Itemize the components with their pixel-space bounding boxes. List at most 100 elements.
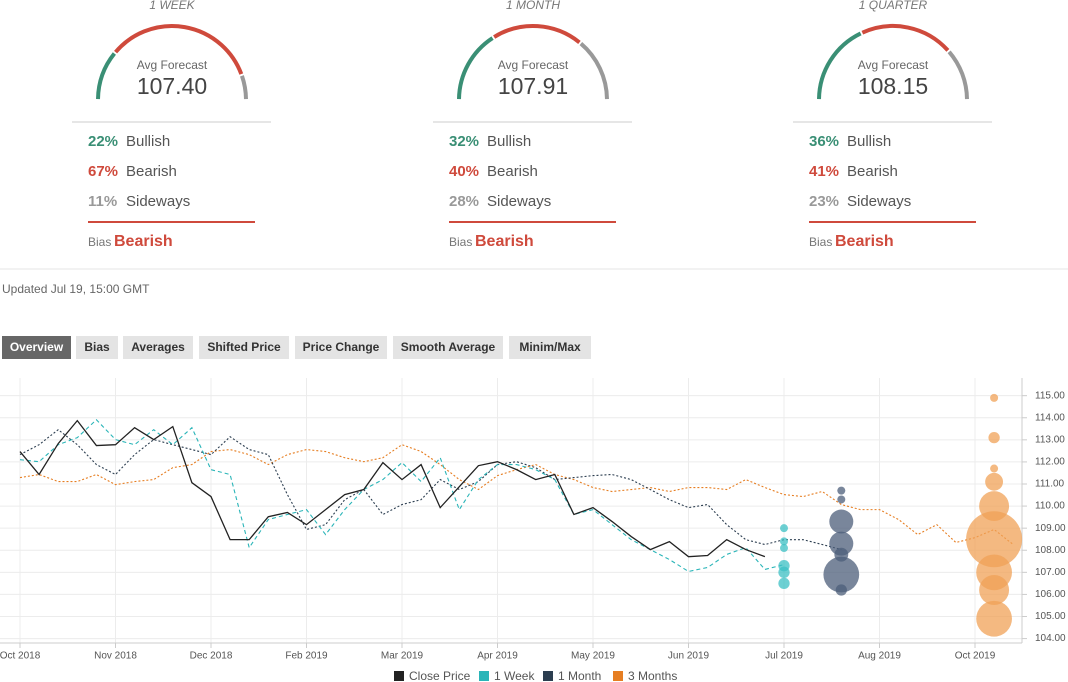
tab-label[interactable]: Overview xyxy=(10,340,64,354)
legend-label: 1 Month xyxy=(558,669,601,682)
x-tick-label: Aug 2019 xyxy=(858,651,901,662)
legend-swatch xyxy=(394,671,404,681)
period: 1 QUARTER xyxy=(859,0,928,12)
bias-value: Bearish xyxy=(475,233,534,250)
avg-value: 107.40 xyxy=(137,73,207,99)
legend-swatch xyxy=(543,671,553,681)
row-label: Bullish xyxy=(126,133,170,150)
series-line xyxy=(19,419,766,558)
legend-label: Close Price xyxy=(409,669,471,682)
tab-bg xyxy=(2,336,71,359)
pct: 32% xyxy=(449,133,479,150)
x-tick-label: Jul 2019 xyxy=(765,651,803,662)
gauge-segment xyxy=(114,24,244,75)
gauge-segment xyxy=(817,31,862,100)
pct: 23% xyxy=(809,193,839,210)
tab-label[interactable]: Price Change xyxy=(303,340,380,354)
bubble xyxy=(837,495,846,504)
bubble xyxy=(837,486,846,495)
series-line xyxy=(19,418,785,573)
row-label: Bearish xyxy=(847,163,898,180)
pct: 22% xyxy=(88,133,118,150)
gauge-segment xyxy=(493,24,581,44)
tab-bg xyxy=(393,336,503,359)
bias-label: Bias xyxy=(809,235,832,249)
plot-area xyxy=(0,378,1022,643)
gauge-segment xyxy=(240,75,248,100)
tab-label[interactable]: Smooth Average xyxy=(401,340,496,354)
bubble xyxy=(990,464,999,473)
pct: 41% xyxy=(809,163,839,180)
legend-label: 3 Months xyxy=(628,669,677,682)
row-label: Bullish xyxy=(487,133,531,150)
bias-label: Bias xyxy=(88,235,111,249)
x-tick-label: Mar 2019 xyxy=(381,651,424,662)
gauge-segment xyxy=(861,24,950,52)
tab-bg xyxy=(199,336,289,359)
bubble xyxy=(990,393,999,402)
updated: Updated Jul 19, 15:00 GMT xyxy=(2,282,150,296)
tab[interactable]: Price Change xyxy=(295,336,387,359)
gauge-segment xyxy=(96,52,116,100)
bubble xyxy=(829,531,854,556)
tab-bg xyxy=(76,336,118,359)
tab[interactable]: Bias xyxy=(76,336,118,359)
bubble xyxy=(778,577,790,590)
y-tick-label: 107.00 xyxy=(1035,567,1066,578)
x-tick-label: Jun 2019 xyxy=(668,651,710,662)
bias-value: Bearish xyxy=(835,233,894,250)
avg-value: 107.91 xyxy=(498,73,568,99)
avg-value: 108.15 xyxy=(858,73,928,99)
legend-swatch xyxy=(479,671,489,681)
y-tick-label: 110.00 xyxy=(1035,501,1065,512)
tab-label[interactable]: Shifted Price xyxy=(207,340,281,354)
y-tick-label: 106.00 xyxy=(1035,589,1066,600)
bubble xyxy=(780,544,788,553)
bubble xyxy=(985,472,1004,491)
x-tick-label: Apr 2019 xyxy=(477,651,518,662)
row-label: Bullish xyxy=(847,133,891,150)
pct: 28% xyxy=(449,193,479,210)
tab[interactable]: Averages xyxy=(123,336,193,359)
pct: 36% xyxy=(809,133,839,150)
bubble xyxy=(976,600,1012,637)
bubble xyxy=(835,584,847,596)
bubble xyxy=(979,575,1010,605)
bubble xyxy=(829,509,854,534)
legend-swatch xyxy=(613,671,623,681)
bias-label: Bias xyxy=(449,235,472,249)
period: 1 MONTH xyxy=(506,0,560,12)
tab[interactable]: Smooth Average xyxy=(393,336,503,359)
x-tick-label: Feb 2019 xyxy=(285,651,328,662)
row-label: Bearish xyxy=(126,163,177,180)
tab[interactable]: Minim/Max xyxy=(509,336,591,359)
bubble xyxy=(778,566,790,578)
y-tick-label: 113.00 xyxy=(1035,434,1065,445)
x-tick-label: Oct 2018 xyxy=(0,651,41,662)
pct: 67% xyxy=(88,163,118,180)
y-tick-label: 115.00 xyxy=(1035,390,1065,401)
gauge-segment xyxy=(579,42,609,100)
tab-label[interactable]: Minim/Max xyxy=(519,340,581,354)
row-label: Sideways xyxy=(487,193,551,210)
legend-label: 1 Week xyxy=(494,669,535,682)
y-tick-label: 114.00 xyxy=(1035,412,1065,423)
y-tick-label: 104.00 xyxy=(1035,633,1066,644)
bubble xyxy=(823,556,860,593)
avg-label: Avg Forecast xyxy=(137,58,208,72)
y-tick-label: 109.00 xyxy=(1035,523,1066,534)
pct: 11% xyxy=(88,193,117,210)
x-tick-label: May 2019 xyxy=(571,651,615,662)
y-tick-label: 105.00 xyxy=(1035,611,1066,622)
tab[interactable]: Shifted Price xyxy=(199,336,289,359)
x-tick-label: Nov 2018 xyxy=(94,651,137,662)
tab[interactable]: Overview xyxy=(2,336,71,359)
tab-label[interactable]: Bias xyxy=(84,340,110,354)
row-label: Sideways xyxy=(847,193,911,210)
tab-label[interactable]: Averages xyxy=(131,340,185,354)
tab-bg xyxy=(295,336,387,359)
bubble xyxy=(780,524,788,533)
period: 1 WEEK xyxy=(149,0,195,12)
y-tick-label: 108.00 xyxy=(1035,545,1066,556)
